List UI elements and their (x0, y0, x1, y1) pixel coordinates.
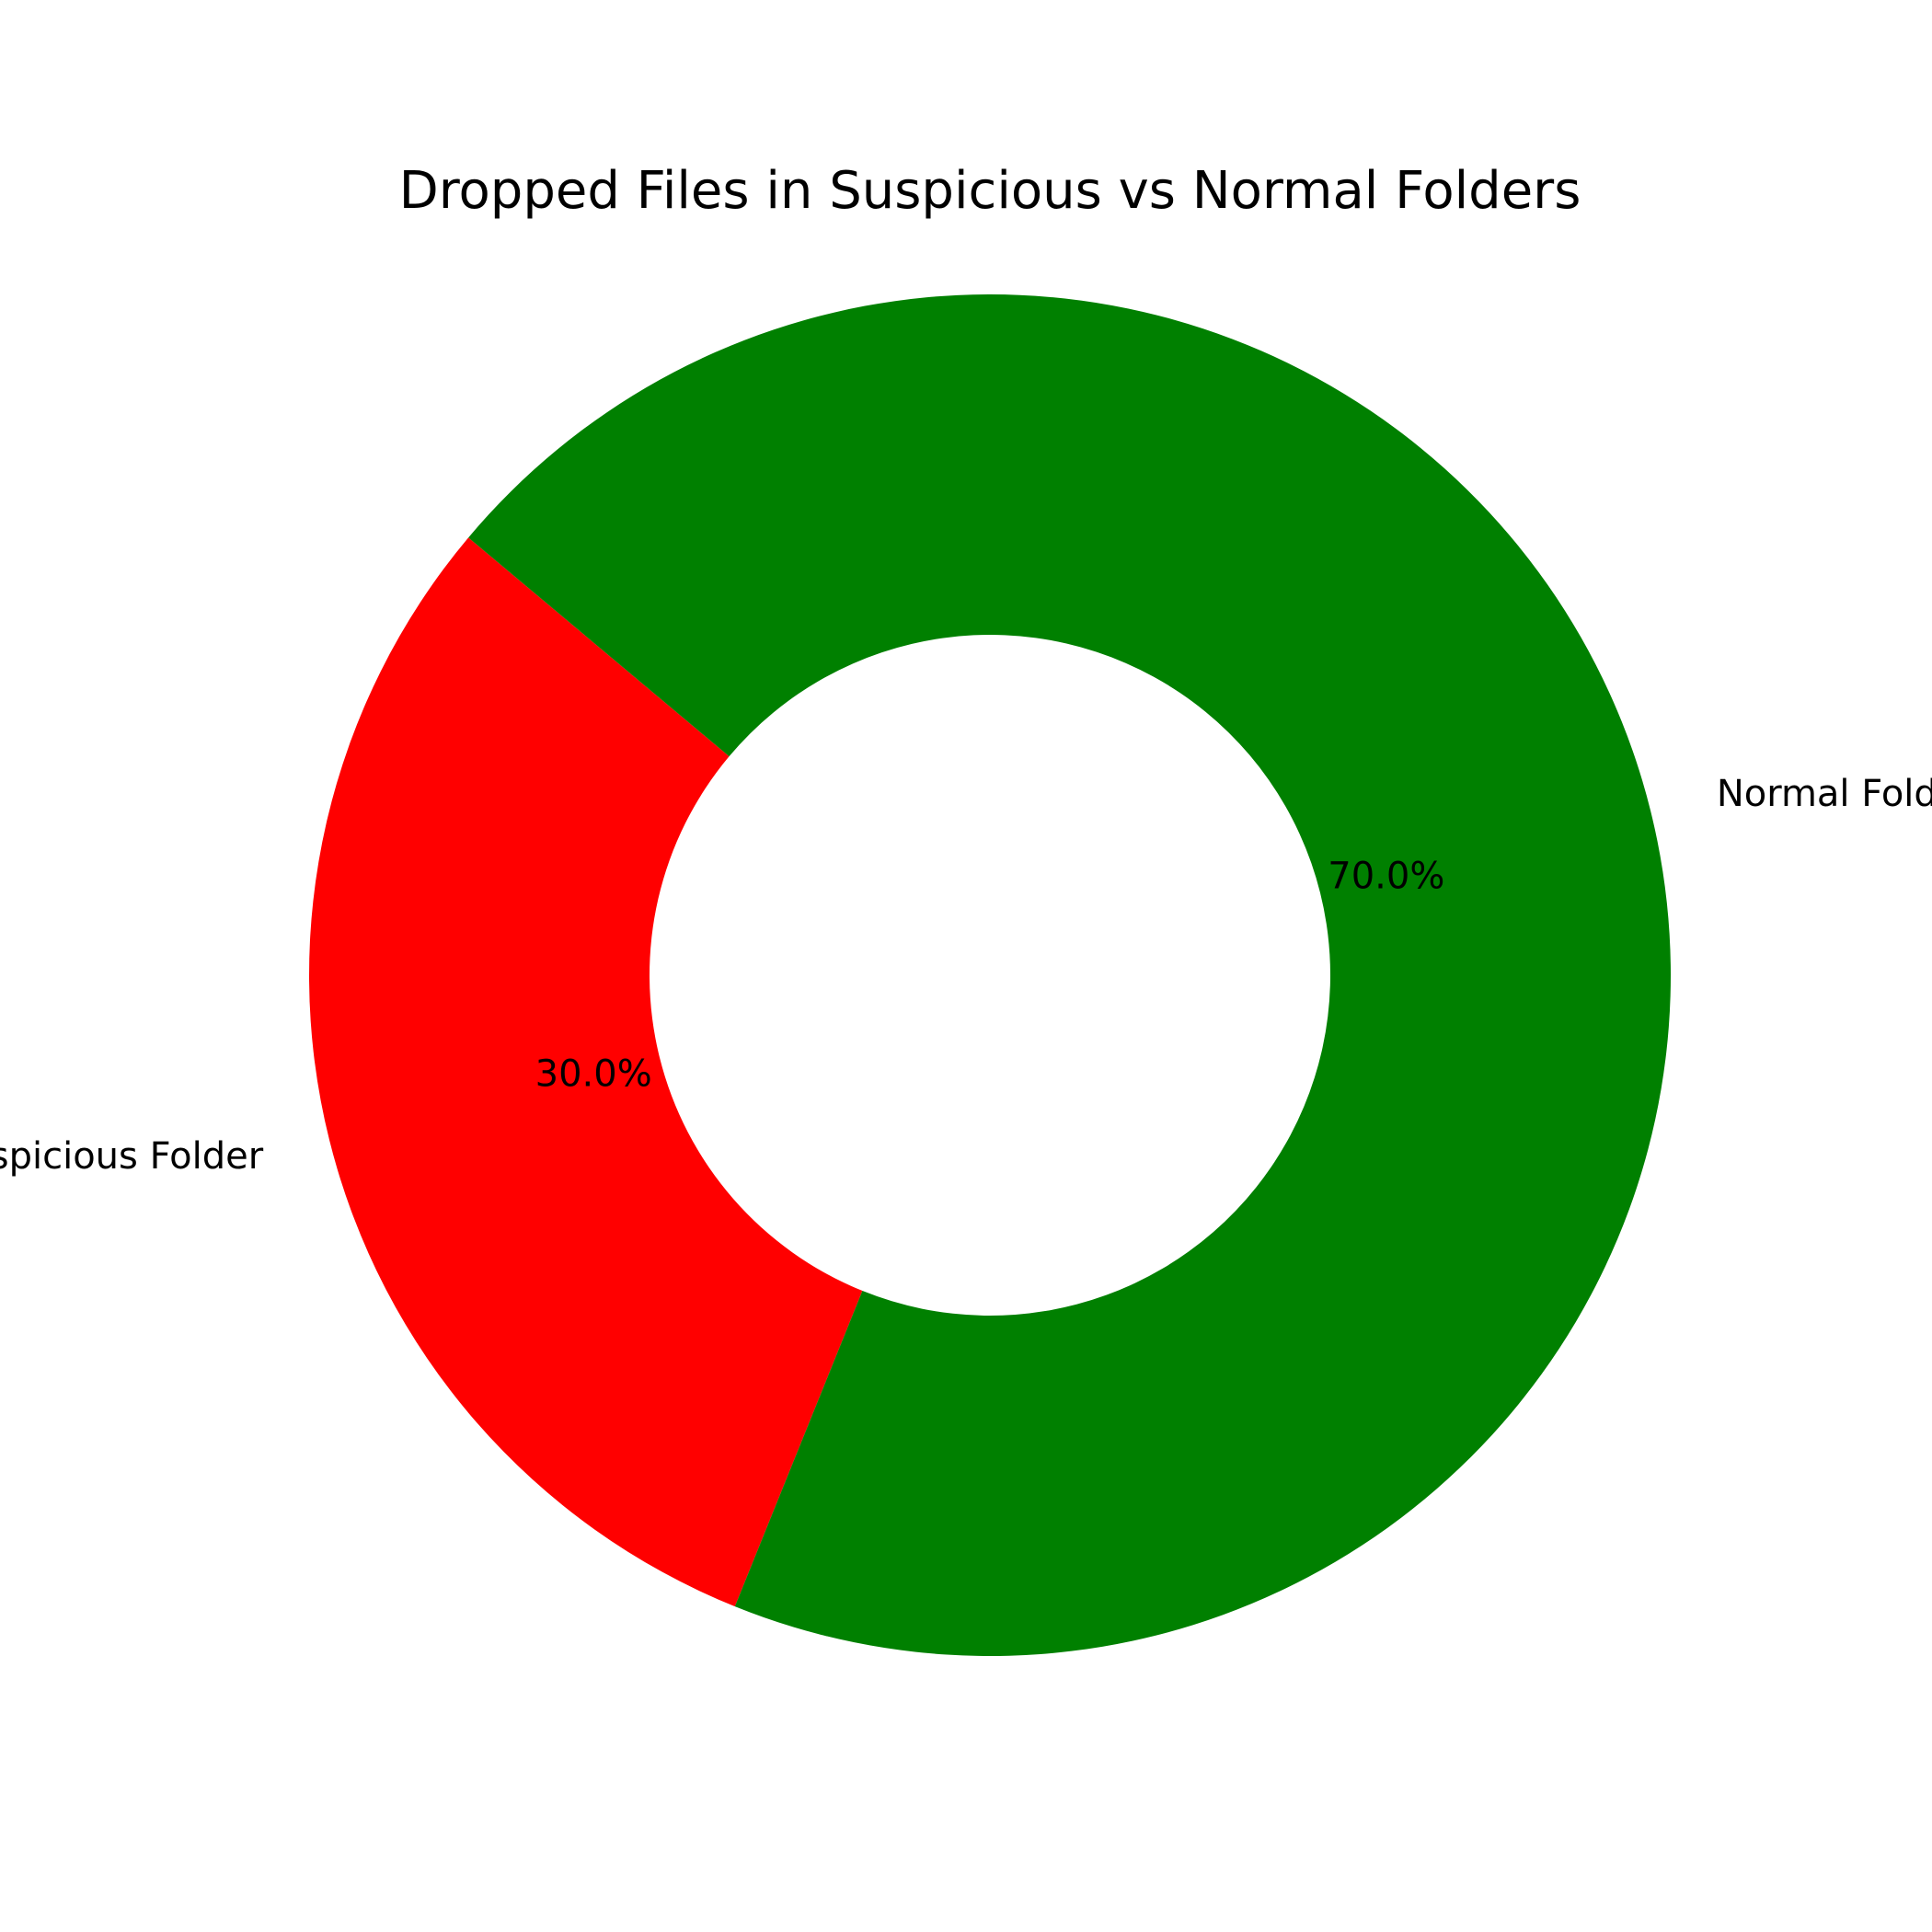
pie-labels: Suspicious Folder 30.0% Normal Folder 70.0% (0, 773, 1932, 1178)
label-normal-folder: Normal Folder (1717, 773, 1932, 815)
chart-title: Dropped Files in Suspicious vs Normal Fo… (399, 161, 1581, 221)
slice-suspicious-folder (309, 537, 863, 1607)
percent-normal-folder: 70.0% (1328, 856, 1444, 898)
pie-slices (309, 294, 1672, 1657)
percent-suspicious-folder: 30.0% (535, 1052, 652, 1095)
slice-normal-folder (468, 294, 1672, 1657)
label-suspicious-folder: Suspicious Folder (0, 1135, 264, 1178)
